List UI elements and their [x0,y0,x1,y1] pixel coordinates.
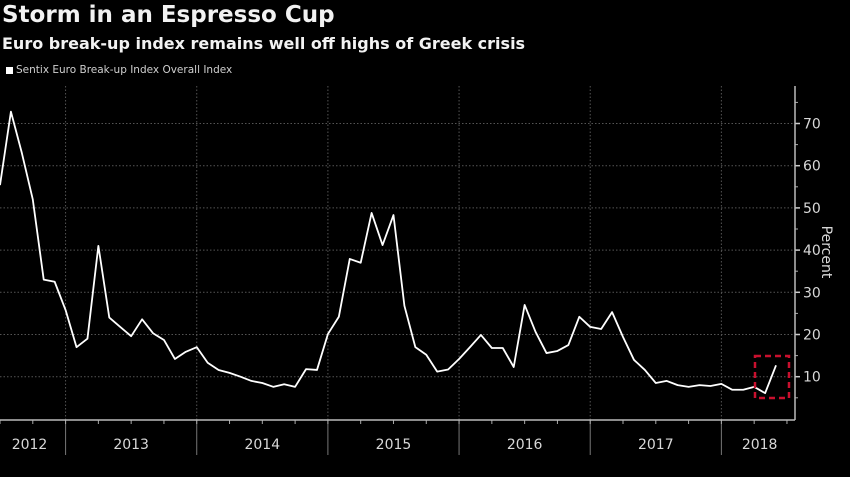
chart-title: Storm in an Espresso Cup [2,2,335,28]
x-tick-label: 2016 [507,437,543,453]
y-tick-label: 40 [803,243,821,259]
x-tick-label: 2012 [12,437,48,453]
y-tick-label: 10 [803,370,821,386]
y-tick-label: 20 [803,328,821,344]
legend: Sentix Euro Break-up Index Overall Index [6,64,232,76]
highlight-box [753,354,791,400]
x-tick-label: 2015 [376,437,412,453]
y-tick-label: 30 [803,285,821,301]
legend-label: Sentix Euro Break-up Index Overall Index [16,64,233,76]
series-line [0,110,777,395]
chart-subtitle: Euro break-up index remains well off hig… [2,34,526,53]
x-tick-label: 2018 [742,437,778,453]
y-tick-label: 70 [803,117,821,133]
y-tick-label: 50 [803,201,821,217]
x-tick-label: 2013 [113,437,149,453]
y-tick-label: 60 [803,159,821,175]
x-tick-label: 2017 [638,437,674,453]
x-tick-label: 2014 [244,437,280,453]
y-axis-label: Percent [818,226,834,279]
legend-swatch [6,66,13,74]
